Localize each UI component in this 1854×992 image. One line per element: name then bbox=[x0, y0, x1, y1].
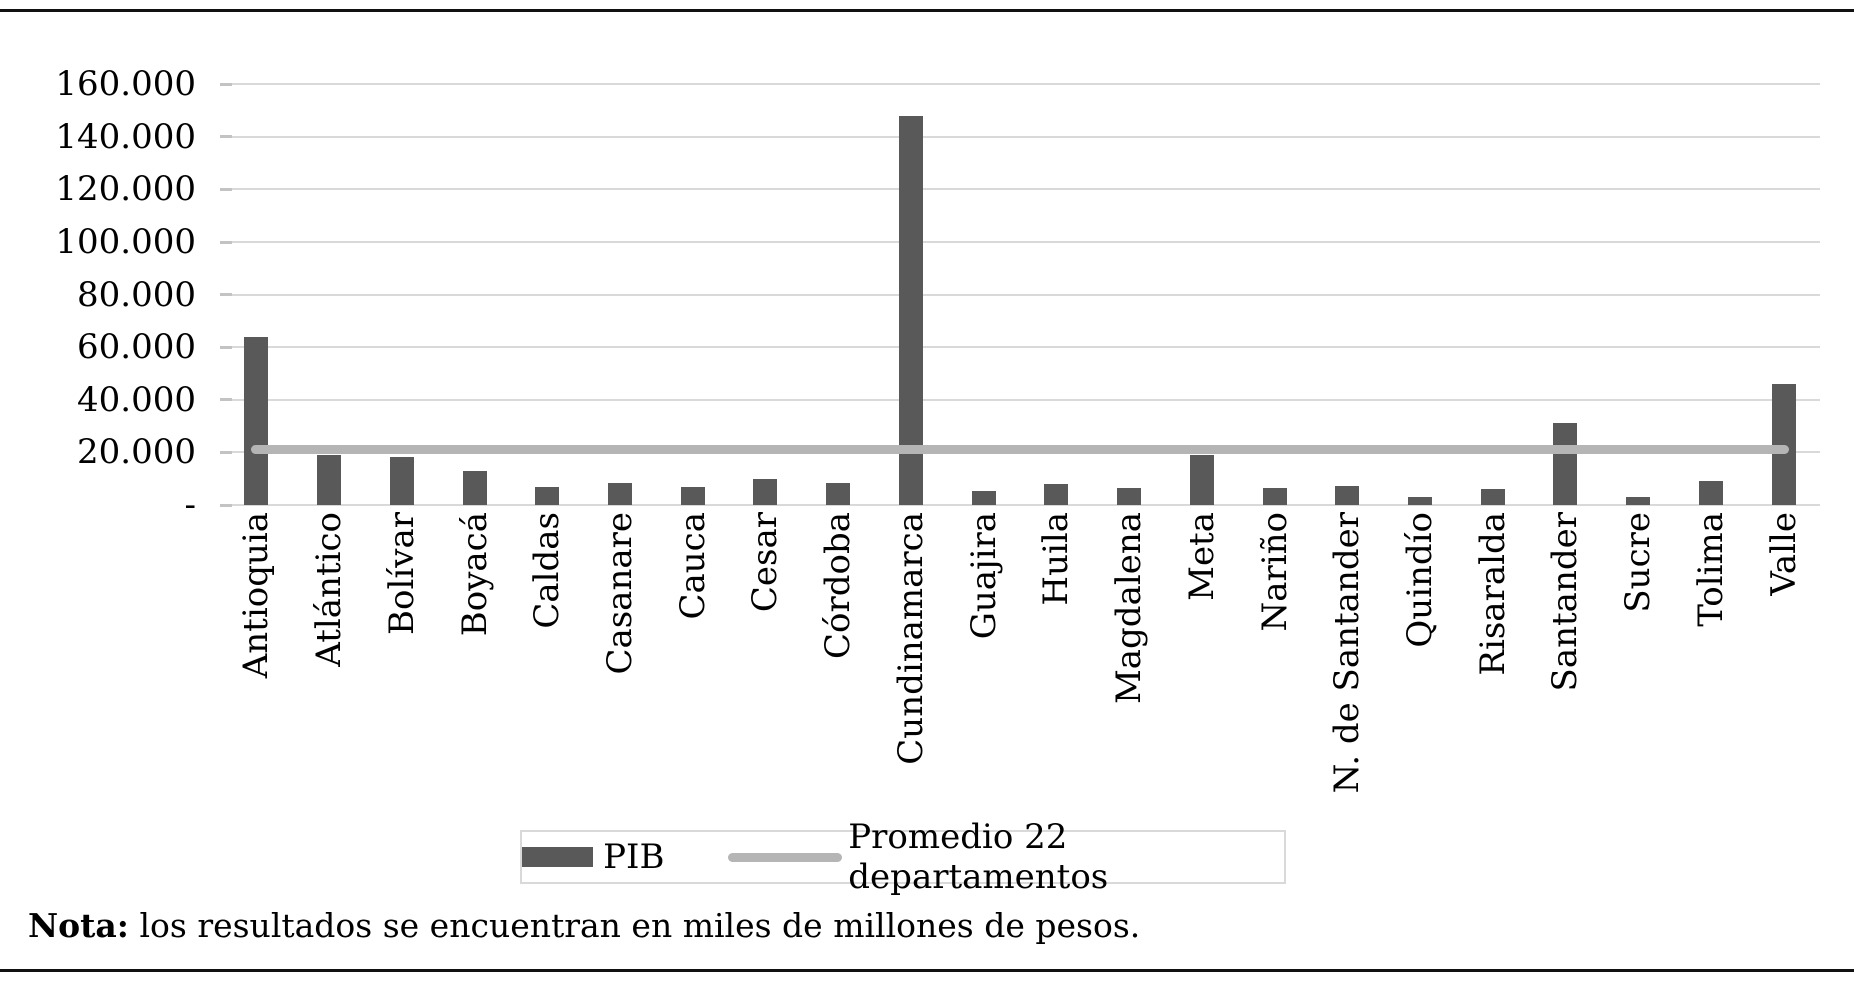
bar-atlantico bbox=[317, 455, 342, 505]
y-axis-tick-label: 40.000 bbox=[77, 379, 196, 420]
gridline bbox=[220, 188, 1820, 191]
y-axis-tick-label: 20.000 bbox=[77, 432, 196, 473]
promedio-series-swatch-icon bbox=[728, 852, 843, 862]
x-axis-label-sucre: Sucre bbox=[1618, 512, 1659, 613]
x-axis-label-guajira: Guajira bbox=[963, 512, 1004, 640]
x-axis-label-santander: Santander bbox=[1545, 512, 1586, 692]
x-axis-label-valle: Valle bbox=[1763, 512, 1804, 596]
chart-legend: PIB Promedio 22 departamentos bbox=[520, 817, 1286, 897]
average-line bbox=[251, 445, 1789, 455]
x-axis-label-quindio: Quindío bbox=[1400, 512, 1440, 648]
bar-guajira bbox=[971, 490, 996, 505]
x-axis-label-antioquia: Antioquia bbox=[236, 512, 277, 679]
gridline bbox=[220, 241, 1820, 243]
y-axis-tick-label: 140.000 bbox=[55, 116, 196, 157]
x-axis-label-boyaca: Boyacá bbox=[454, 512, 495, 637]
gridline bbox=[220, 135, 1820, 138]
bar-cesar bbox=[753, 479, 778, 505]
y-axis-tick bbox=[220, 503, 232, 507]
note-bold-prefix: Nota: bbox=[28, 906, 129, 945]
legend-label-promedio: Promedio 22 departamentos bbox=[848, 817, 1109, 897]
x-axis-label-meta: Meta bbox=[1181, 512, 1222, 601]
y-axis-tick-label: 80.000 bbox=[77, 274, 196, 315]
y-axis-tick bbox=[220, 135, 232, 139]
x-axis-label-huila: Huila bbox=[1036, 512, 1077, 606]
bar-narino bbox=[1262, 487, 1287, 505]
x-axis-label-atlantico: Atlántico bbox=[309, 512, 350, 667]
bar-caldas bbox=[535, 487, 560, 505]
gridline bbox=[220, 398, 1820, 401]
gridline bbox=[220, 83, 1820, 86]
note-text: los resultados se encuentran en miles de… bbox=[128, 906, 1141, 945]
gridline bbox=[220, 346, 1820, 349]
x-axis-label-casanare: Casanare bbox=[600, 512, 640, 675]
y-axis-tick bbox=[220, 82, 232, 86]
bar-bolivar bbox=[389, 457, 414, 505]
y-axis-tick-label: - bbox=[184, 485, 197, 525]
y-axis-tick bbox=[220, 240, 232, 244]
x-axis-label-cauca: Cauca bbox=[672, 512, 713, 620]
gridline bbox=[220, 293, 1820, 296]
bar-risaralda bbox=[1480, 488, 1505, 505]
pib-series-swatch-icon bbox=[522, 847, 594, 867]
figure-top-border bbox=[0, 9, 1854, 12]
bar-n-de-santander bbox=[1335, 486, 1360, 505]
x-axis-label-magdalena: Magdalena bbox=[1109, 512, 1150, 705]
bar-cordoba bbox=[826, 482, 851, 505]
figure-note: Nota: los resultados se encuentran en mi… bbox=[28, 906, 1140, 946]
bar-santander bbox=[1553, 422, 1578, 505]
bar-cauca bbox=[680, 486, 705, 505]
figure-bottom-border bbox=[0, 969, 1854, 972]
bar-antioquia bbox=[244, 336, 269, 505]
y-axis-tick-label: 160.000 bbox=[55, 64, 196, 105]
x-axis-label-narino: Nariño bbox=[1254, 512, 1295, 632]
bar-magdalena bbox=[1117, 488, 1142, 505]
y-axis-tick bbox=[220, 293, 232, 297]
x-axis-label-n-de-santander: N. de Santander bbox=[1327, 512, 1368, 794]
y-axis-tick-label: 120.000 bbox=[55, 169, 196, 210]
x-axis-label-cesar: Cesar bbox=[745, 512, 786, 613]
bar-meta bbox=[1189, 455, 1214, 505]
x-axis-label-bolivar: Bolívar bbox=[381, 512, 422, 635]
bar-quindio bbox=[1408, 496, 1432, 505]
bar-huila bbox=[1044, 483, 1069, 505]
y-axis-tick bbox=[220, 187, 232, 191]
bar-cundinamarca bbox=[898, 115, 923, 505]
bar-valle bbox=[1771, 384, 1796, 505]
y-axis-tick-label: 60.000 bbox=[77, 327, 196, 368]
bar-boyaca bbox=[462, 470, 487, 505]
x-axis-label-tolima: Tolima bbox=[1690, 512, 1731, 627]
legend-label-pib: PIB bbox=[603, 837, 665, 877]
x-axis-line bbox=[220, 504, 1820, 506]
y-axis-tick bbox=[220, 398, 232, 402]
x-axis-label-cordoba: Córdoba bbox=[818, 512, 859, 660]
x-axis-label-cundinamarca: Cundinamarca bbox=[890, 512, 931, 765]
y-axis-tick-label: 100.000 bbox=[55, 222, 196, 262]
x-axis-label-risaralda: Risaralda bbox=[1472, 512, 1513, 676]
y-axis-tick bbox=[220, 345, 232, 349]
y-axis-tick bbox=[220, 450, 232, 454]
bar-sucre bbox=[1626, 496, 1651, 505]
x-axis-label-caldas: Caldas bbox=[527, 512, 568, 629]
bar-tolima bbox=[1698, 480, 1723, 505]
bar-casanare bbox=[608, 482, 632, 505]
